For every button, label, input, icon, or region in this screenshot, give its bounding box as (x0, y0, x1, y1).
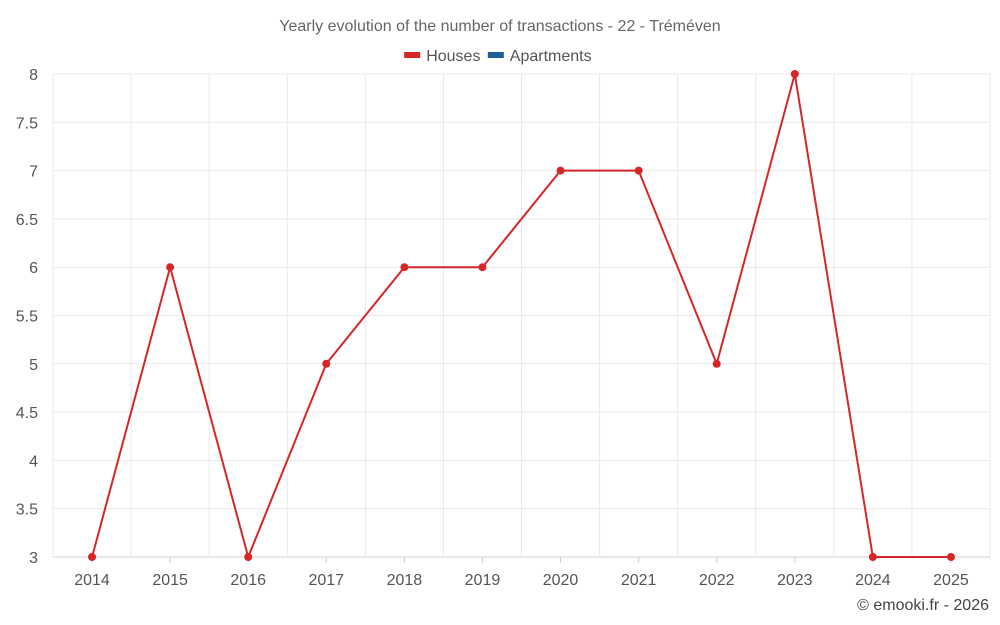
y-tick-label: 4 (29, 453, 38, 470)
data-point[interactable] (712, 359, 721, 368)
data-point[interactable] (868, 553, 877, 561)
y-axis-ticks: 3 3.5 4 4.5 5 5.5 6 6.5 7 7.5 8 (16, 67, 38, 567)
y-tick-label: 6 (29, 260, 38, 277)
y-tick-label: 7.5 (16, 115, 38, 132)
credit-label: © emooki.fr - 2026 (857, 597, 989, 614)
x-axis-ticks: 2014 2015 2016 2017 2018 2019 2020 2021 2022 2023… (74, 557, 969, 589)
x-tick-label: 2022 (699, 572, 735, 589)
x-tick-label: 2014 (74, 572, 110, 589)
x-tick-label: 2021 (621, 572, 657, 589)
x-tick-label: 2020 (543, 572, 579, 589)
x-tick-label: 2018 (387, 572, 423, 589)
data-point[interactable] (790, 70, 799, 78)
data-point[interactable] (244, 553, 253, 561)
y-tick-label: 8 (29, 67, 38, 84)
y-tick-label: 3 (29, 550, 38, 567)
series-line-houses (91, 73, 951, 558)
x-tick-label: 2023 (777, 572, 813, 589)
x-tick-label: 2017 (308, 572, 344, 589)
x-tick-label: 2016 (230, 572, 266, 589)
data-point[interactable] (322, 359, 331, 368)
y-tick-label: 7 (29, 164, 38, 181)
data-point[interactable] (400, 263, 409, 272)
grid-lines (52, 73, 991, 558)
legend-swatch-apartments (487, 52, 504, 58)
y-tick-label: 5 (29, 357, 38, 374)
y-tick-label: 4.5 (16, 405, 38, 422)
x-tick-label: 2024 (855, 572, 891, 589)
x-tick-label: 2015 (152, 572, 188, 589)
data-point[interactable] (634, 166, 643, 175)
legend-item-houses[interactable]: Houses (426, 48, 480, 65)
data-point[interactable] (946, 553, 955, 561)
data-point[interactable] (556, 166, 565, 175)
x-tick-label: 2019 (465, 572, 501, 589)
legend: Houses Apartments (404, 48, 592, 65)
x-tick-label: 2025 (933, 572, 969, 589)
legend-item-apartments[interactable]: Apartments (510, 48, 592, 65)
y-tick-label: 6.5 (16, 212, 38, 229)
data-point[interactable] (166, 263, 175, 272)
series-layer (88, 70, 955, 561)
y-tick-label: 5.5 (16, 309, 38, 326)
legend-swatch-houses (404, 52, 421, 58)
y-tick-label: 3.5 (16, 502, 38, 519)
data-point[interactable] (478, 263, 487, 272)
data-point[interactable] (88, 553, 97, 561)
chart-title: Yearly evolution of the number of transa… (279, 18, 720, 35)
